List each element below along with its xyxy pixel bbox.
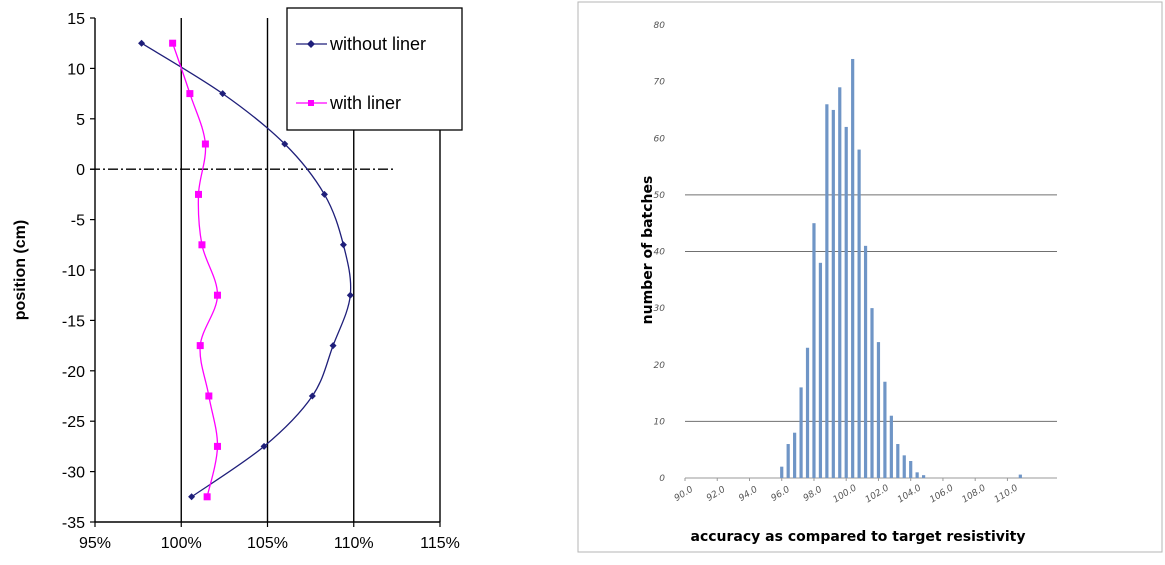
legend-label-without-liner: without liner — [329, 34, 426, 54]
histogram-bar — [883, 381, 887, 478]
left-series-markers — [138, 39, 354, 501]
data-point-without-liner — [138, 39, 146, 47]
right-y-tick-label: 80 — [654, 21, 666, 31]
left-y-tick-label: -25 — [62, 414, 85, 431]
left-y-tick-label: -5 — [71, 213, 85, 230]
histogram-bar — [921, 475, 926, 478]
series-line-with-liner — [172, 42, 219, 497]
data-point-with-liner — [201, 140, 209, 148]
left-y-tick-label: -10 — [62, 263, 85, 280]
data-point-without-liner — [320, 190, 328, 198]
histogram-bar — [825, 104, 829, 479]
right-y-tick-label: 70 — [654, 78, 666, 88]
right-y-tick-label: 40 — [654, 248, 666, 258]
histogram-bar — [812, 223, 816, 478]
histogram-bar — [896, 444, 900, 478]
histogram-bar — [902, 455, 906, 478]
left-tick-labels: 15 10 5 0 -5 -10 -15 -20 -25 -30 -35 95% 100% 105% 110… — [62, 11, 460, 552]
histogram-bar — [1018, 474, 1022, 478]
data-point-without-liner — [281, 140, 289, 148]
left-legend: without liner with liner — [286, 7, 463, 131]
data-point-without-liner — [308, 392, 316, 400]
left-y-tick-label: -30 — [62, 465, 85, 482]
left-x-tick-label: 100% — [161, 535, 202, 552]
left-x-tick-label: 110% — [334, 535, 374, 552]
data-point-without-liner — [219, 90, 227, 98]
data-point-without-liner — [260, 442, 268, 450]
data-point-without-liner — [339, 241, 347, 249]
data-point-with-liner — [205, 392, 213, 400]
histogram-bar — [889, 415, 893, 478]
histogram-bar — [793, 432, 797, 478]
histogram-bar — [805, 347, 810, 478]
right-bars — [780, 58, 1022, 479]
histogram-bar — [838, 87, 842, 478]
left-y-tick-label: 0 — [76, 162, 85, 179]
histogram-bar — [876, 342, 881, 478]
legend-marker-without-liner — [307, 40, 315, 48]
left-y-tick-label: -20 — [62, 364, 85, 381]
left-x-tick-label: 95% — [79, 535, 111, 552]
legend-box — [286, 7, 463, 131]
data-point-with-liner — [203, 493, 211, 501]
data-point-without-liner — [188, 493, 196, 501]
left-x-tick-label: 115% — [420, 535, 460, 552]
right-y-tick-label: 30 — [654, 304, 666, 314]
position-profile-chart: 15 10 5 0 -5 -10 -15 -20 -25 -30 -35 95% 100% 105% 110… — [12, 7, 463, 552]
legend-label-with-liner: with liner — [329, 93, 401, 113]
right-chart-frame — [577, 1, 1163, 553]
data-point-with-liner — [169, 39, 177, 47]
left-series-lines — [141, 42, 352, 498]
right-y-tick-label: 20 — [654, 361, 666, 371]
left-x-tick-label: 105% — [247, 535, 288, 552]
data-point-with-liner — [186, 90, 194, 98]
left-y-tick-label: -35 — [62, 515, 85, 532]
right-y-tick-label: 10 — [654, 417, 666, 427]
data-point-with-liner — [195, 190, 202, 198]
histogram-bar — [818, 262, 823, 478]
histogram-bar — [831, 109, 835, 478]
histogram-bar — [915, 472, 919, 478]
right-y-tick-label: 60 — [654, 134, 666, 144]
histogram-bar — [909, 461, 913, 478]
histogram-bar — [870, 308, 874, 478]
data-point-with-liner — [213, 291, 221, 299]
data-point-with-liner — [196, 342, 204, 350]
series-line-without-liner — [141, 42, 352, 498]
right-y-tick-label: 50 — [654, 191, 666, 201]
histogram-bar — [799, 387, 803, 478]
histogram-bar — [851, 58, 855, 478]
data-point-without-liner — [346, 291, 354, 299]
data-point-without-liner — [329, 342, 337, 350]
histogram-bar — [857, 149, 861, 478]
left-y-tick-label: 10 — [67, 61, 85, 78]
right-y-axis-label: number of batches — [640, 176, 656, 325]
left-y-tick-label: 5 — [76, 112, 85, 129]
left-y-tick-label: -15 — [62, 313, 85, 330]
left-axes — [90, 17, 441, 527]
histogram-bar — [780, 466, 784, 478]
data-point-with-liner — [213, 442, 221, 450]
right-y-tick-label: 0 — [659, 474, 665, 484]
left-y-tick-label: 15 — [67, 11, 85, 28]
histogram-bar — [786, 444, 790, 478]
data-point-with-liner — [198, 241, 206, 249]
histogram-bar — [844, 126, 848, 479]
left-y-axis-label: position (cm) — [12, 220, 29, 320]
legend-marker-with-liner — [308, 100, 314, 106]
right-x-axis-label: accuracy as compared to target resistivi… — [691, 529, 1026, 545]
histogram-bar — [863, 245, 868, 478]
